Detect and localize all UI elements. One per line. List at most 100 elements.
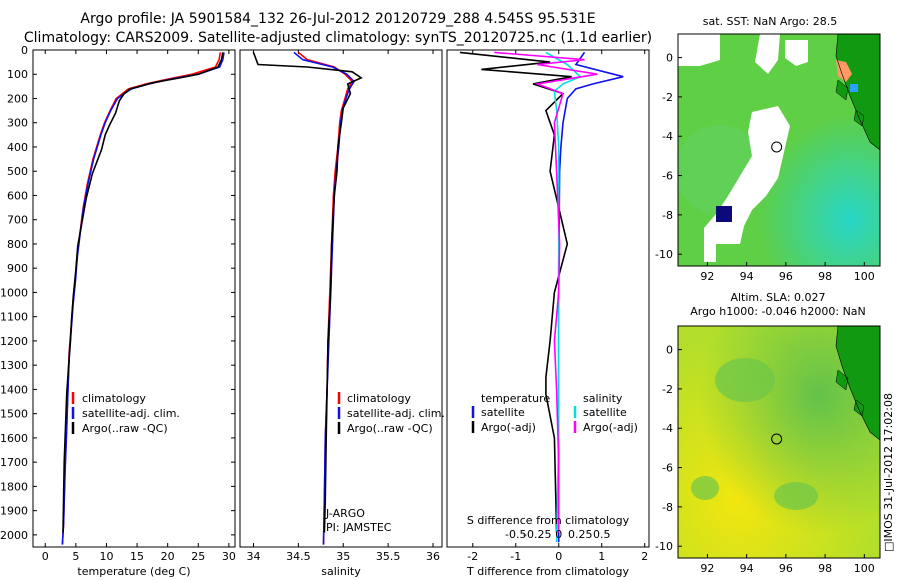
t-difference-tick-labels: -2 -1 0 1 2 [467, 50, 648, 563]
salinity-panel: 34 34.5 35 35.5 36 salinity climatology sate… [239, 49, 445, 578]
figure-title-line1: Argo profile: JA 5901584_132 26-Jul-2012… [80, 11, 595, 27]
y-tick-label: 400 [7, 141, 28, 154]
s-tick-label: 0 [555, 528, 562, 541]
s-tick-label: 0.25 [568, 528, 593, 541]
sst-nodata-region [785, 40, 808, 66]
x-tick-label: 1 [598, 550, 605, 563]
sst-pixel [850, 84, 858, 92]
series-line [252, 52, 363, 533]
map-y-tick-label: -8 [662, 209, 673, 222]
sst-nodata-region [678, 34, 720, 66]
y-tick-label: 500 [7, 165, 28, 178]
legend-label-t-satellite: satellite [481, 406, 525, 419]
map-x-tick-label: 100 [854, 270, 875, 283]
x-tick-label: 36 [426, 550, 440, 563]
sla-map-title-line1: Altim. SLA: 0.027 [730, 291, 825, 304]
x-tick-label: 2 [641, 550, 648, 563]
temperature-lines [61, 52, 225, 545]
y-tick-label: 1300 [0, 359, 28, 372]
sst-high-pixel [716, 206, 732, 222]
legend-label-t-argo: Argo(-adj) [481, 421, 536, 434]
y-tick-label: 1200 [0, 335, 28, 348]
sst-map-frame [677, 33, 881, 267]
map-x-tick-label: 96 [779, 562, 793, 575]
x-tick-label: 15 [130, 550, 144, 563]
y-tick-label: 1400 [0, 383, 28, 396]
sla-map-panel: Altim. SLA: 0.027 Argo h1000: -0.046 h20… [655, 291, 881, 575]
y-tick-label: 300 [7, 117, 28, 130]
map-y-tick-label: -10 [655, 540, 673, 553]
map-x-tick-label: 96 [779, 270, 793, 283]
argo-position-marker [771, 433, 783, 445]
y-tick-label: 800 [7, 238, 28, 251]
x-tick-label: 35.5 [376, 550, 401, 563]
difference-lines [459, 51, 624, 543]
map-y-tick-label: -10 [655, 248, 673, 261]
legend-label-s-argo: Argo(-adj) [583, 421, 638, 434]
land-sumatra [836, 326, 880, 440]
sst-warm-pixel [836, 60, 852, 82]
y-tick-label: 200 [7, 92, 28, 105]
x-tick-label: 30 [222, 550, 236, 563]
salinity-axes-frame [239, 49, 443, 548]
sla-low-patch [691, 476, 719, 500]
map-x-tick-label: 94 [740, 270, 754, 283]
x-tick-label: 20 [161, 550, 175, 563]
sla-map-title-line2: Argo h1000: -0.046 h2000: NaN [690, 305, 866, 318]
salinity-legend: climatology satellite-adj. clim. Argo(..… [337, 392, 445, 435]
x-tick-label: 5 [72, 550, 79, 563]
s-difference-tick-labels: -0.5-0.25 0 0.25 0.5 [505, 528, 610, 541]
sst-nodata-region [704, 106, 790, 262]
difference-panel: -2 -1 0 1 2 S difference from climatology -0… [446, 49, 650, 578]
x-tick-label: 34 [246, 550, 260, 563]
legend-label-satellite: satellite-adj. clim. [82, 407, 180, 420]
y-tick-label: 1500 [0, 408, 28, 421]
x-tick-label: 35 [336, 550, 350, 563]
figure-title-line2: Climatology: CARS2009. Satellite-adjuste… [24, 30, 652, 46]
x-tick-label: 0 [555, 550, 562, 563]
y-tick-label: 1100 [0, 311, 28, 324]
legend-label-argo: Argo(..raw -QC) [82, 422, 168, 435]
y-tick-label: 900 [7, 262, 28, 275]
map-y-tick-label: -6 [662, 462, 673, 475]
map-y-tick-label: -4 [662, 130, 673, 143]
map-y-tick-label: -2 [662, 383, 673, 396]
s-tick-label: -0.25 [523, 528, 551, 541]
x-tick-label: -2 [467, 550, 478, 563]
y-tick-label: 700 [7, 214, 28, 227]
x-tick-label: 25 [191, 550, 205, 563]
sla-low-patch [774, 482, 818, 510]
legend-label-climatology: climatology [347, 392, 411, 405]
map-y-tick-label: 0 [666, 52, 673, 65]
temperature-tick-labels: 0 5 10 15 20 25 30 [42, 50, 236, 563]
sla-low-patch [715, 358, 775, 402]
y-tick-label: 1900 [0, 505, 28, 518]
annotation-j-argo: J-ARGO [325, 507, 365, 520]
x-tick-label: 34.5 [286, 550, 311, 563]
sst-nodata-region [755, 34, 780, 74]
map-y-tick-label: -4 [662, 422, 673, 435]
legend-label-s-satellite: satellite [583, 406, 627, 419]
coastline [835, 34, 880, 151]
y-tick-label: 0 [21, 44, 28, 57]
temperature-xlabel: temperature (deg C) [77, 565, 190, 578]
sst-map-panel: sat. SST: NaN Argo: 28.5 92 94 96 98 100 0 -2 -… [655, 15, 881, 283]
legend-title-salinity: salinity [583, 392, 623, 405]
legend-label-argo: Argo(..raw -QC) [347, 422, 433, 435]
y-tick-label: 2000 [0, 529, 28, 542]
coastline [835, 326, 880, 441]
sst-map-tick-labels: 92 94 96 98 100 0 -2 -4 -6 -8 -10 [655, 52, 875, 283]
t-difference-xlabel: T difference from climatology [466, 565, 629, 578]
temperature-legend: climatology satellite-adj. clim. Argo(..… [71, 392, 180, 435]
series-line [494, 51, 598, 533]
s-difference-label: S difference from climatology [467, 514, 630, 527]
y-tick-label: 1800 [0, 480, 28, 493]
map-y-tick-label: 0 [666, 344, 673, 357]
sla-map-field [678, 326, 880, 558]
map-x-tick-label: 98 [818, 562, 832, 575]
salinity-tick-labels: 34 34.5 35 35.5 36 [246, 50, 440, 563]
imos-timestamp: □IMOS 31-Jul-2012 17:02:08 [882, 393, 895, 552]
legend-title-temperature: temperature [481, 392, 550, 405]
legend-label-climatology: climatology [82, 392, 146, 405]
